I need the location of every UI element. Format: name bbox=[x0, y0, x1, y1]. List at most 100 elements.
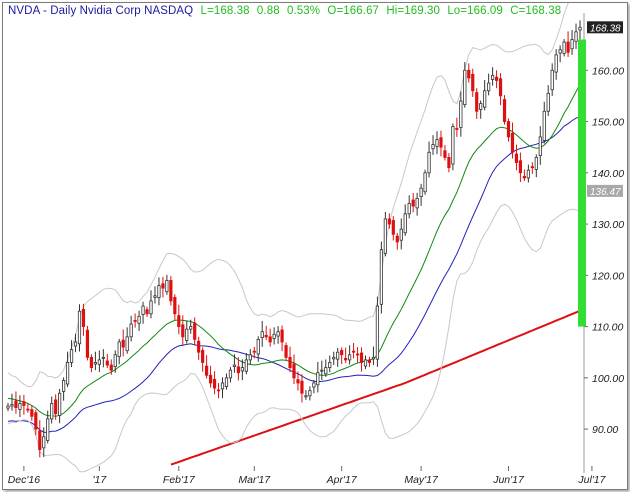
candle-body bbox=[375, 305, 380, 360]
candle-body bbox=[189, 326, 193, 330]
candle-body bbox=[355, 353, 360, 356]
candle-body bbox=[181, 324, 185, 338]
candle-body bbox=[6, 405, 10, 409]
candle-body bbox=[185, 328, 189, 341]
candle-body bbox=[113, 354, 117, 367]
y-tick-label: 110.00 bbox=[592, 322, 623, 334]
candle-body bbox=[77, 310, 82, 345]
candle-body bbox=[205, 365, 209, 376]
price-tag-label: 168.38 bbox=[590, 23, 621, 34]
candle-body bbox=[546, 92, 550, 112]
candle-body bbox=[463, 69, 467, 106]
candle-body bbox=[395, 235, 399, 243]
candle-body bbox=[165, 280, 169, 293]
candle-body bbox=[534, 157, 538, 170]
candle-body bbox=[288, 356, 292, 368]
candle-body bbox=[363, 359, 368, 367]
candle-body bbox=[69, 349, 74, 363]
candle-body bbox=[340, 350, 344, 356]
x-tick-label: May'17 bbox=[404, 474, 439, 486]
candle-body bbox=[522, 175, 526, 179]
candle-body bbox=[85, 329, 90, 358]
candle-body bbox=[443, 150, 447, 158]
candle-body bbox=[530, 166, 534, 169]
candle-body bbox=[208, 374, 213, 384]
candle-body bbox=[149, 300, 153, 315]
price-tag-box bbox=[587, 21, 623, 34]
candle-body bbox=[220, 382, 225, 390]
candle-body bbox=[359, 352, 364, 363]
x-tick-label: Jul'17 bbox=[577, 474, 606, 486]
candle-body bbox=[117, 341, 121, 357]
candle-body bbox=[224, 377, 229, 387]
candle-body bbox=[351, 350, 356, 353]
candle-body bbox=[312, 382, 316, 388]
candle-body bbox=[244, 359, 248, 372]
candle-body bbox=[105, 360, 109, 366]
green-range-bar bbox=[578, 39, 586, 327]
y-tick-label: 130.00 bbox=[592, 219, 624, 231]
candle-body bbox=[260, 331, 264, 339]
candle-body bbox=[58, 392, 62, 416]
candle-body bbox=[296, 379, 300, 384]
candle-body bbox=[50, 403, 54, 420]
candle-body bbox=[328, 362, 332, 368]
candle-body bbox=[54, 399, 58, 415]
candle-body bbox=[240, 367, 244, 372]
candle-body bbox=[427, 151, 431, 174]
candle-body bbox=[97, 359, 101, 365]
candle-body bbox=[228, 369, 233, 379]
candle-body bbox=[276, 331, 280, 337]
candle-body bbox=[348, 354, 352, 361]
candle-body bbox=[300, 380, 304, 394]
candle-body bbox=[419, 187, 423, 198]
quote-header: NVDA - Daily Nvidia Corp NASDAQ L=168.38… bbox=[8, 5, 561, 17]
candle-body bbox=[316, 372, 320, 386]
candle-body bbox=[387, 218, 391, 225]
last-price: L=168.38 bbox=[200, 5, 250, 17]
candle-body bbox=[125, 336, 129, 352]
candle-body bbox=[506, 121, 511, 138]
candle-body bbox=[415, 198, 419, 209]
candle-body bbox=[42, 436, 46, 449]
candle-body bbox=[475, 92, 479, 112]
candle-body bbox=[423, 172, 427, 193]
candle-body bbox=[526, 169, 530, 179]
candle-body bbox=[367, 359, 372, 363]
candle-body bbox=[129, 323, 133, 338]
x-tick-label: '17 bbox=[93, 474, 108, 486]
change-percent: 0.53% bbox=[287, 5, 321, 17]
candle-body bbox=[403, 213, 407, 234]
candle-body bbox=[173, 296, 177, 315]
candle-body bbox=[435, 139, 439, 147]
candle-body bbox=[89, 356, 94, 368]
candle-body bbox=[153, 295, 157, 298]
candle-body bbox=[232, 364, 237, 367]
candle-body bbox=[332, 356, 336, 360]
candle-body bbox=[308, 390, 312, 397]
candle-body bbox=[483, 90, 487, 108]
candle-body bbox=[498, 78, 503, 97]
candle-body bbox=[193, 322, 197, 340]
candle-body bbox=[169, 280, 173, 302]
candle-body bbox=[256, 339, 260, 355]
candle-body bbox=[292, 363, 296, 379]
symbol-line: NVDA - Daily Nvidia Corp NASDAQ bbox=[8, 5, 194, 17]
candle-body bbox=[379, 249, 383, 305]
candle-body bbox=[161, 283, 165, 289]
candle-body bbox=[447, 157, 451, 169]
candle-body bbox=[407, 203, 411, 215]
candle-body bbox=[137, 315, 141, 324]
y-tick-label: 150.00 bbox=[592, 117, 624, 129]
candle-body bbox=[439, 137, 443, 148]
price-tag-label: 136.47 bbox=[590, 187, 621, 198]
ma-slow-line bbox=[7, 116, 581, 433]
price-tag-box bbox=[587, 184, 623, 197]
x-tick-label: Dec'16 bbox=[8, 474, 41, 486]
candle-body bbox=[46, 418, 50, 441]
y-tick-label: 160.00 bbox=[592, 65, 624, 77]
candle-body bbox=[10, 404, 14, 407]
candle-body bbox=[201, 350, 205, 363]
candle-body bbox=[455, 128, 459, 130]
ma-long-line bbox=[170, 309, 581, 466]
